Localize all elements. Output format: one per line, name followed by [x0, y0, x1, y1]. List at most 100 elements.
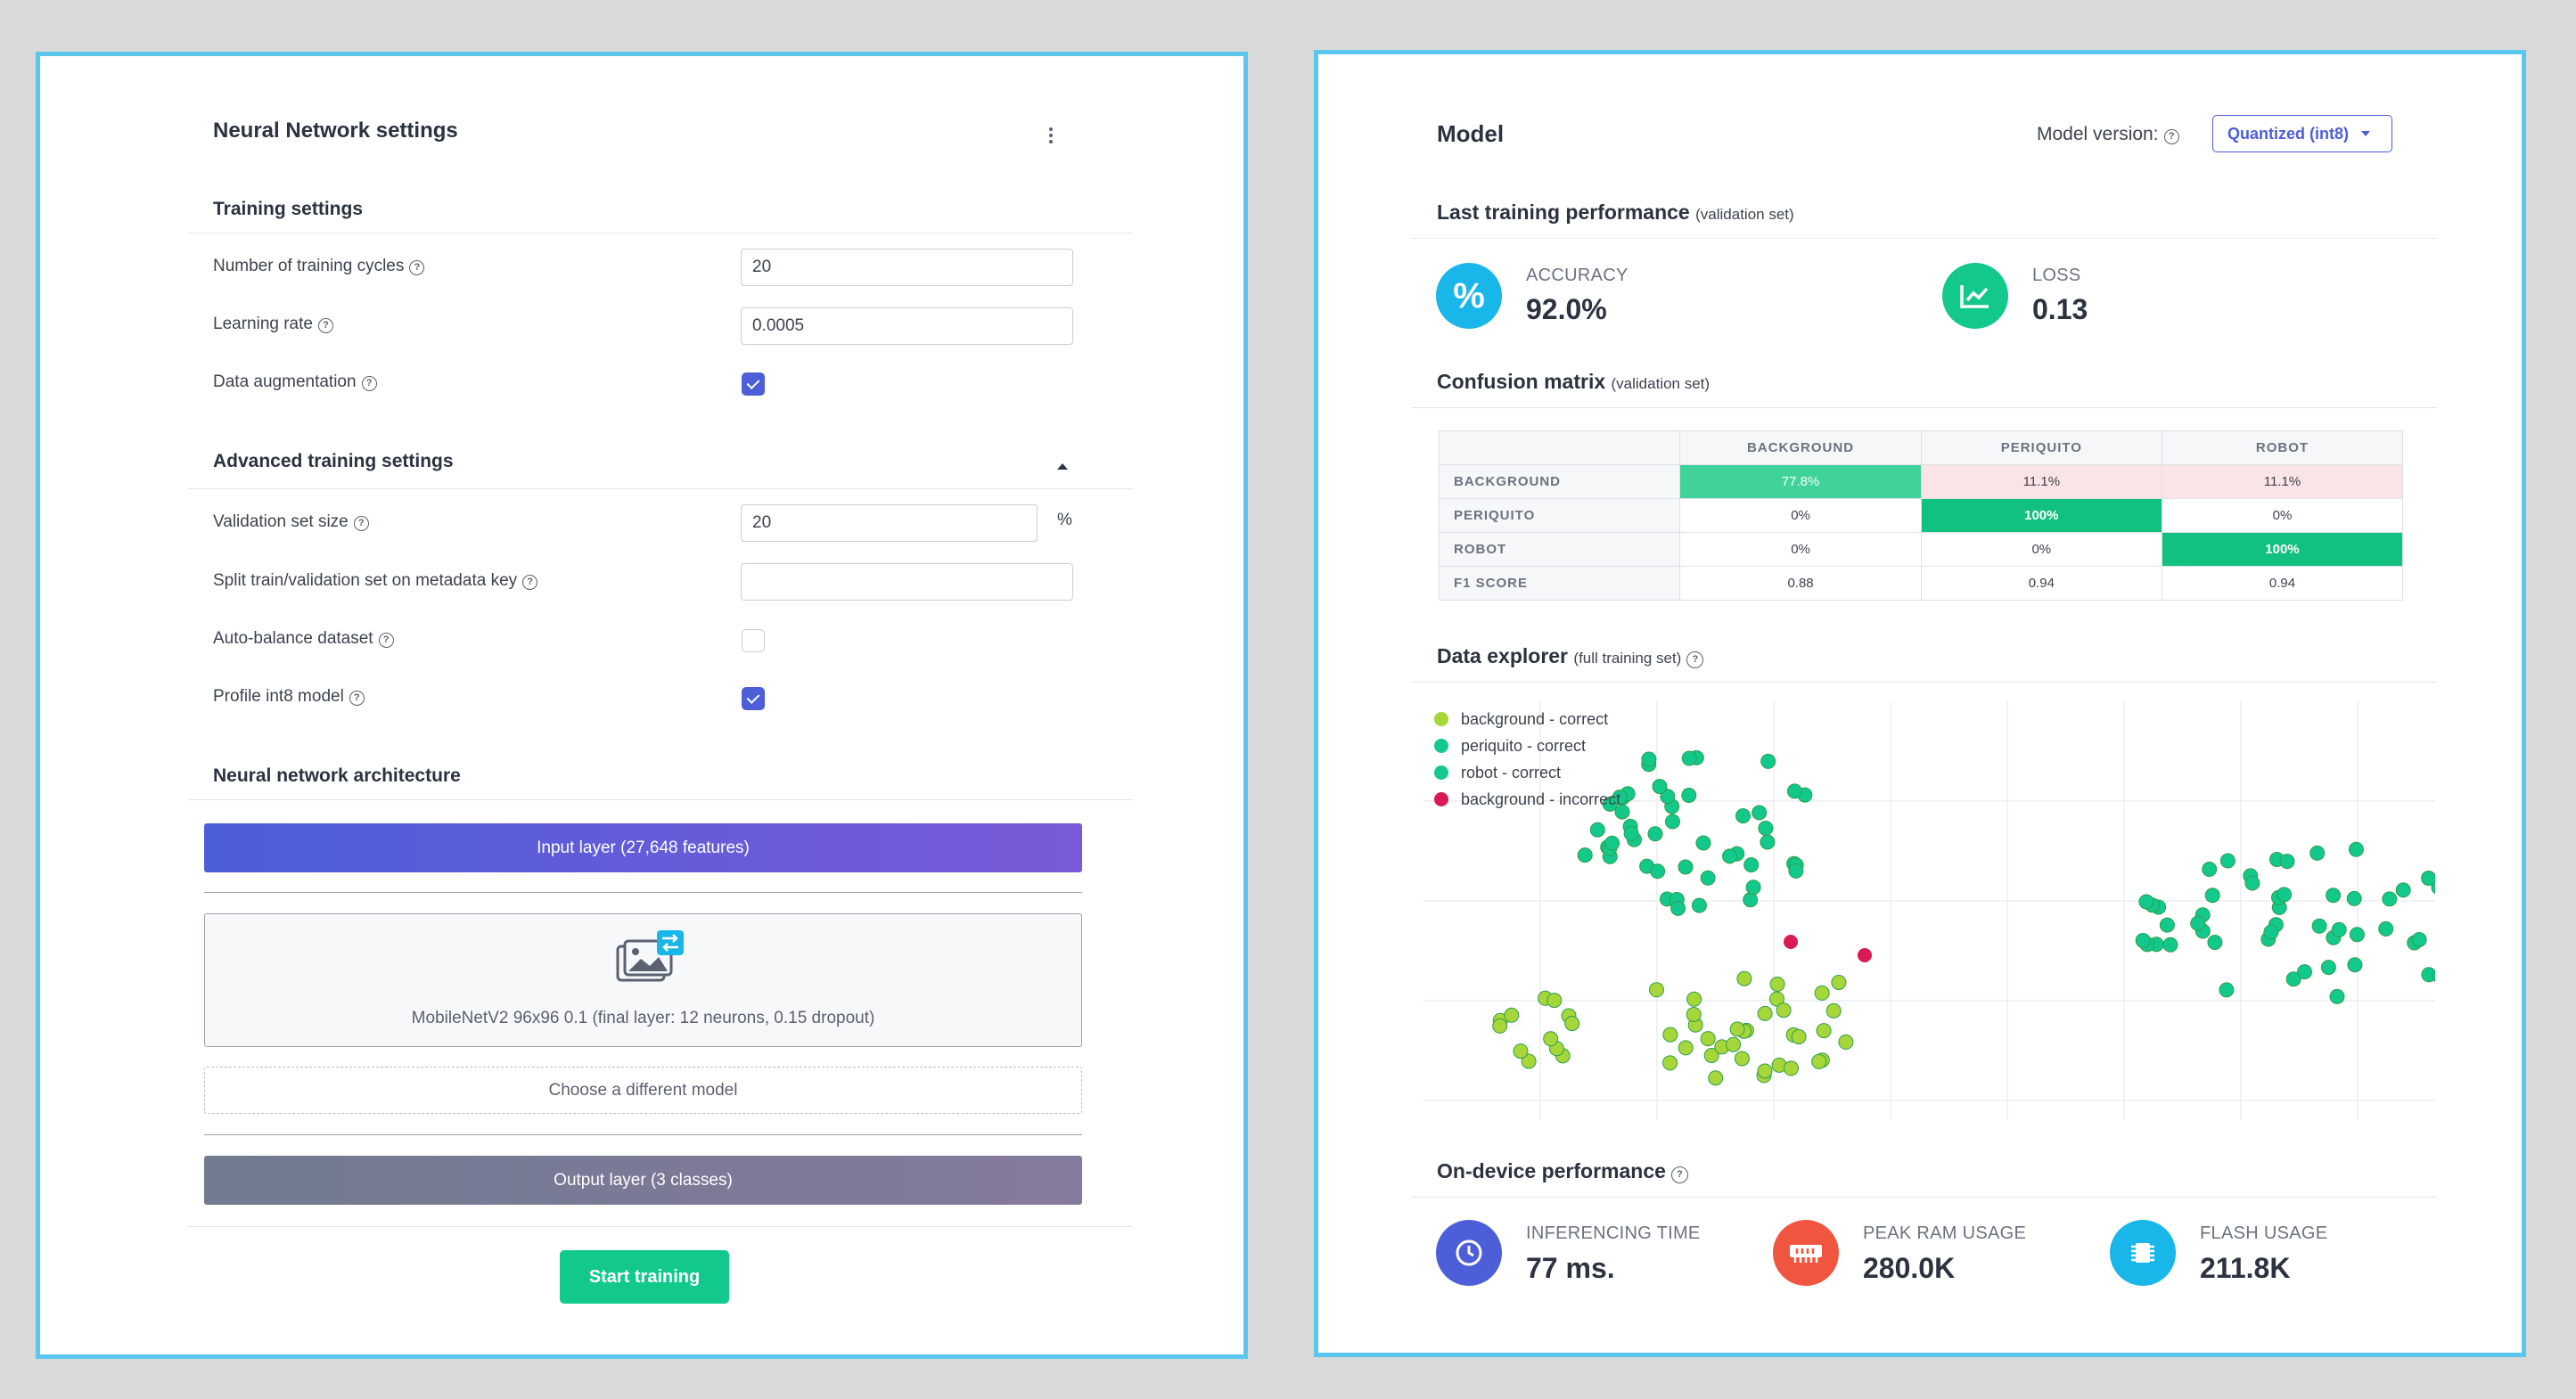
table-header: PERIQUITO: [1920, 430, 2162, 465]
periquito-point: [1681, 750, 1697, 766]
model-block[interactable]: MobileNetV2 96x96 0.1 (final layer: 12 n…: [204, 913, 1082, 1047]
background-point: [1686, 991, 1702, 1007]
accuracy-value: 92.0%: [1526, 293, 1607, 325]
scatter-plot[interactable]: background - correct periquito - correct r…: [1423, 701, 2480, 1120]
background-point: [1831, 975, 1847, 990]
divider: [188, 799, 1133, 800]
model-version-select[interactable]: Quantized (int8): [2212, 115, 2392, 152]
matrix-cell: 0%: [1679, 498, 1922, 533]
matrix-cell: 0.94: [1920, 566, 2162, 601]
legend-label: background - incorrect: [1461, 790, 1620, 808]
auto-balance-checkbox[interactable]: [742, 629, 765, 652]
accuracy-label: ACCURACY: [1526, 266, 1628, 285]
model-version-label: Model version:?: [2037, 124, 2179, 145]
flash-usage-label: FLASH USAGE: [2200, 1223, 2328, 1243]
learning-rate-label: Learning rate?: [213, 315, 333, 334]
table-row: ROBOT 0% 0% 100%: [1438, 532, 2404, 567]
background-point: [1703, 1048, 1719, 1063]
model-description: MobileNetV2 96x96 0.1 (final layer: 12 n…: [411, 1009, 875, 1027]
robot-point: [2207, 935, 2223, 950]
periquito-point: [1660, 789, 1676, 805]
periquito-point: [1604, 835, 1620, 851]
robot-point: [2347, 957, 2363, 973]
robot-point: [2311, 918, 2327, 934]
table-header: BACKGROUND: [1679, 430, 1922, 465]
validation-size-input[interactable]: 20: [741, 504, 1038, 542]
data-augmentation-label: Data augmentation?: [213, 372, 377, 392]
robot-point: [2378, 920, 2394, 937]
model-version-value: Quantized (int8): [2227, 124, 2349, 143]
background-point: [1757, 1005, 1773, 1021]
inferencing-time-label: INFERENCING TIME: [1526, 1223, 1701, 1243]
data-explorer-plot[interactable]: background - correct periquito - correct r…: [1423, 701, 2480, 1120]
model-panel: Model Model version:? Quantized (int8) L…: [1314, 50, 2526, 1357]
background-point: [1649, 982, 1664, 998]
periquito-point: [1623, 825, 1639, 841]
legend-marker: [1434, 765, 1448, 780]
choose-model-button[interactable]: Choose a different model: [204, 1067, 1082, 1114]
matrix-cell: 77.8%: [1679, 464, 1922, 499]
background-point: [1700, 1031, 1716, 1047]
periquito-point: [1665, 814, 1680, 830]
background-point: [1686, 1007, 1702, 1022]
start-training-button[interactable]: Start training: [560, 1250, 729, 1304]
clock-icon: [1436, 1220, 1502, 1286]
table-header-empty: [1438, 430, 1681, 465]
divider: [1412, 407, 2437, 408]
periquito-point: [1612, 789, 1628, 806]
row-label: BACKGROUND: [1438, 464, 1681, 499]
robot-point: [2285, 971, 2301, 987]
robot-point: [2219, 853, 2236, 869]
robot-point: [2277, 887, 2293, 903]
help-icon: ?: [361, 376, 377, 391]
input-layer-bar[interactable]: Input layer (27,648 features): [204, 823, 1082, 872]
help-icon: ?: [1686, 651, 1704, 668]
robot-point: [2421, 871, 2437, 886]
row-label: ROBOT: [1438, 532, 1681, 567]
robot-point: [2162, 937, 2178, 953]
background-point: [1769, 977, 1785, 992]
more-vertical-icon[interactable]: [1048, 126, 1054, 145]
background-point: [1708, 1070, 1724, 1086]
background-point: [1814, 985, 1830, 1001]
matrix-cell: 0.94: [2161, 566, 2404, 601]
robot-point: [2348, 841, 2364, 857]
periquito-point: [1681, 788, 1697, 803]
confusion-matrix-table: BACKGROUND PERIQUITO ROBOT BACKGROUND 77…: [1438, 430, 2404, 601]
profile-int8-label: Profile int8 model?: [213, 687, 365, 707]
split-metadata-input[interactable]: [741, 563, 1073, 601]
periquito-point: [1760, 753, 1776, 769]
training-cycles-input[interactable]: 20: [741, 249, 1073, 286]
robot-point: [2411, 932, 2427, 947]
periquito-point: [1589, 822, 1605, 838]
background-point: [1564, 1016, 1580, 1032]
periquito-point: [1577, 847, 1593, 863]
collapse-caret-icon[interactable]: [1057, 463, 1068, 470]
legend-label: background - correct: [1461, 710, 1608, 728]
profile-int8-checkbox[interactable]: [742, 687, 765, 710]
loss-label: LOSS: [2032, 266, 2081, 285]
background-point: [1776, 1002, 1792, 1019]
data-augmentation-checkbox[interactable]: [742, 372, 765, 396]
periquito-point: [1788, 863, 1804, 879]
learning-rate-input[interactable]: 0.0005: [741, 307, 1073, 345]
output-layer-bar[interactable]: Output layer (3 classes): [204, 1156, 1082, 1205]
background-point: [1513, 1043, 1529, 1059]
background-point: [1492, 1018, 1508, 1034]
divider: [1412, 682, 2437, 683]
matrix-cell: 11.1%: [1920, 464, 2162, 499]
row-label: F1 SCORE: [1438, 566, 1681, 601]
legend-label: periquito - correct: [1461, 737, 1586, 755]
help-icon: ?: [349, 691, 365, 706]
robot-point: [2329, 988, 2345, 1004]
robot-point: [2204, 888, 2220, 904]
divider: [188, 1226, 1133, 1227]
periquito-point: [1735, 808, 1751, 824]
confusion-matrix-title: Confusion matrix (validation set): [1437, 370, 1710, 393]
periquito-point: [1786, 783, 1802, 799]
on-device-title: On-device performance?: [1437, 1159, 1688, 1183]
advanced-settings-title: Advanced training settings: [213, 451, 454, 471]
robot-point: [2244, 875, 2260, 891]
periquito-point: [1745, 879, 1761, 896]
robot-point: [2309, 845, 2326, 861]
